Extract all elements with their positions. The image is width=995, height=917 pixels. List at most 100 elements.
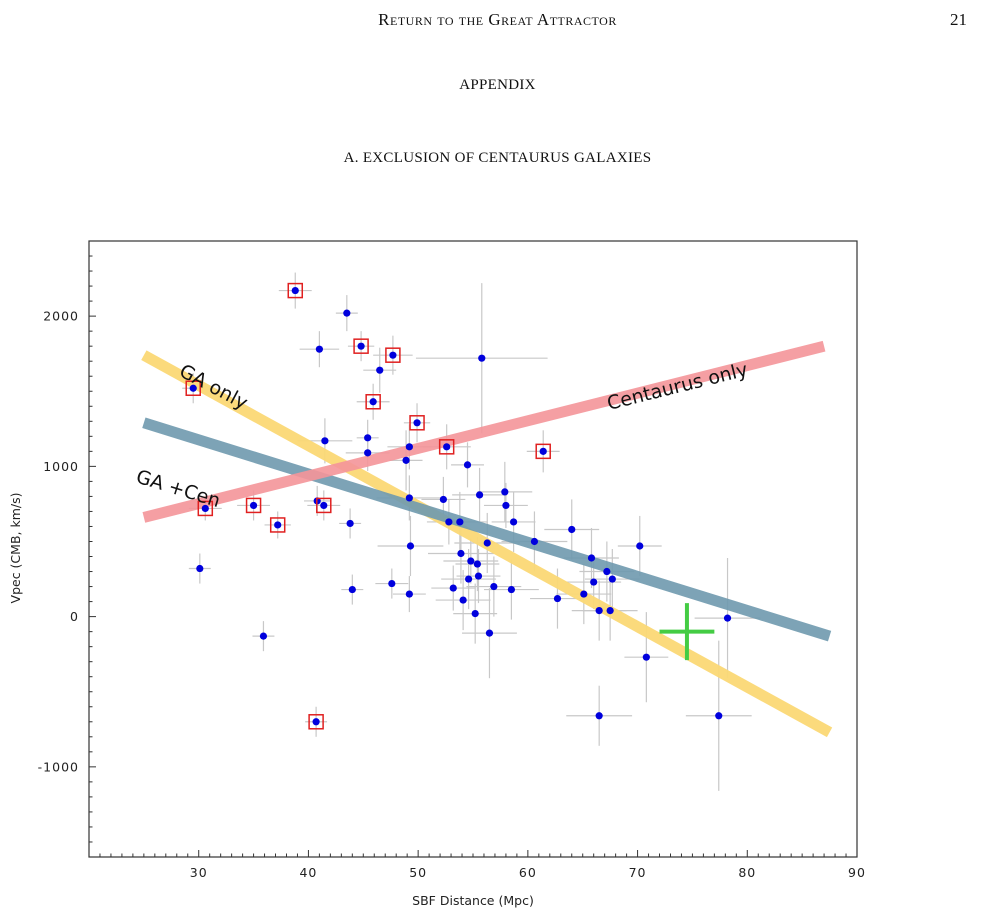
data-point [465, 575, 473, 583]
data-point [485, 629, 494, 637]
data-point [606, 607, 614, 615]
data-point [459, 596, 467, 604]
highlight-box [287, 282, 304, 299]
y-tick-label: 2000 [43, 309, 79, 324]
data-point [603, 567, 611, 576]
x-tick-label: 50 [409, 865, 427, 880]
data-point [507, 585, 515, 594]
data-point [259, 632, 268, 640]
appendix-heading: APPENDIX [459, 77, 536, 93]
highlight-box [365, 394, 381, 410]
data-point [320, 501, 328, 510]
fit-line-ga-cen [142, 417, 832, 642]
data-point [474, 572, 483, 580]
data-point [590, 578, 598, 586]
data-point [456, 518, 464, 526]
annotation-ga-only: GA only [176, 360, 252, 414]
data-point [553, 594, 562, 603]
points-layer [185, 282, 732, 730]
data-point [357, 342, 365, 350]
data-point [196, 564, 204, 573]
data-point [478, 354, 486, 362]
x-tick-label: 80 [738, 865, 756, 880]
data-point [189, 384, 197, 392]
x-tick-label: 40 [299, 865, 317, 880]
y-tick-label: 0 [70, 609, 79, 624]
data-point [413, 419, 421, 427]
page-number: 21 [950, 10, 967, 29]
data-point [369, 398, 377, 406]
data-point [405, 443, 413, 451]
data-point [249, 501, 258, 510]
data-point [389, 351, 397, 359]
data-point [201, 504, 209, 513]
running-title: Return to the Great Attractor [378, 10, 617, 29]
data-point [509, 518, 518, 526]
data-point [595, 712, 603, 720]
data-point [445, 518, 453, 526]
tick-labels-layer: 30 40 50 60 70 80 90 -1000 0 1000 2000 [38, 309, 865, 880]
data-point [443, 443, 451, 451]
running-header: Return to the Great Attractor 21 [0, 0, 995, 40]
highlight-box [409, 415, 425, 431]
data-point [502, 501, 510, 510]
data-point [587, 554, 596, 562]
subsection-heading: A. EXCLUSION OF CENTAURUS GALAXIES [343, 150, 652, 166]
data-point [608, 575, 616, 583]
highlight-box [308, 714, 324, 730]
data-point [530, 537, 539, 546]
data-point [312, 718, 320, 726]
highlight-box [535, 443, 551, 460]
annotation-centaurus-only: Centaurus only [605, 359, 750, 415]
highlight-box [353, 338, 369, 354]
highlight-box [438, 439, 455, 455]
plot-frame [88, 240, 858, 858]
highlight-box [245, 497, 262, 514]
data-point [346, 519, 354, 528]
x-tick-label: 60 [519, 865, 537, 880]
ticks-layer [88, 240, 858, 857]
data-point [475, 491, 484, 499]
data-point [595, 607, 603, 615]
highlight-box [185, 380, 201, 396]
data-point [364, 449, 372, 457]
data-point [439, 495, 447, 504]
data-point [490, 582, 498, 591]
fit-line-centaurus-only [142, 340, 826, 523]
data-point [315, 345, 323, 353]
data-point [274, 521, 282, 529]
y-tick-label: 1000 [43, 459, 79, 474]
data-point [636, 542, 644, 550]
data-point [291, 286, 299, 295]
data-point [463, 461, 472, 469]
highlight-box [197, 500, 214, 517]
data-point [388, 579, 396, 588]
data-point [483, 539, 491, 547]
data-point [406, 542, 415, 550]
data-point [642, 653, 650, 661]
velocity-distance-figure: 30 40 50 60 70 80 90 -1000 0 1000 2000 SBF Distanc… [8, 240, 865, 908]
data-point [343, 309, 351, 317]
x-axis-label: SBF Distance (Mpc) [412, 893, 534, 908]
highlight-box [316, 497, 332, 514]
data-point [321, 437, 329, 445]
data-point [402, 456, 410, 464]
data-point [376, 366, 384, 374]
x-tick-label: 70 [629, 865, 647, 880]
x-tick-label: 30 [190, 865, 208, 880]
data-point [405, 590, 413, 598]
data-point [539, 447, 547, 455]
y-axis-label: Vpec (CMB, km/s) [8, 493, 23, 604]
data-point [715, 712, 723, 720]
data-point [467, 557, 475, 565]
data-point [471, 610, 479, 618]
highlight-box [269, 517, 286, 533]
data-point [405, 494, 413, 502]
highlight-box [385, 347, 401, 363]
fit-lines-layer [141, 340, 833, 738]
data-point [449, 584, 457, 592]
data-point [364, 434, 372, 442]
data-point [580, 590, 588, 598]
y-tick-label: -1000 [38, 759, 79, 774]
data-point [348, 585, 356, 594]
